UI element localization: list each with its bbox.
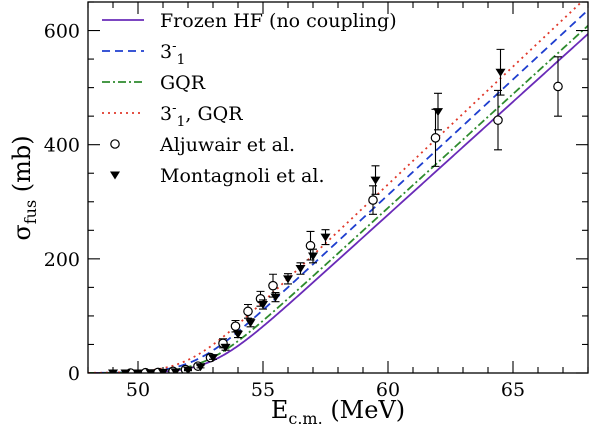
y-tick-label: 400 — [44, 135, 80, 157]
montagnoli-data-point — [245, 319, 256, 328]
montagnoli-data-point — [270, 293, 281, 302]
montagnoli-data-point — [258, 301, 268, 310]
series-line-octupole — [88, 9, 588, 373]
aljuwair-data-point — [430, 133, 441, 143]
legend-label-both: 3-1, GQR — [160, 101, 243, 130]
montagnoli-data-point — [308, 252, 318, 261]
x-tick-label: 50 — [126, 379, 150, 401]
y-axis-label: σfus (mb) — [8, 135, 40, 240]
montagnoli-data-point — [145, 369, 156, 373]
montagnoli-data-point — [170, 368, 181, 373]
x-tick-label: 65 — [501, 379, 525, 401]
y-axis-label-subscript: fus — [21, 200, 40, 224]
aljuwair-data-point — [493, 115, 503, 125]
x-tick-label: 60 — [376, 379, 400, 401]
legend-marker-montagnoli — [110, 171, 120, 180]
y-axis-label-main: σ — [8, 224, 36, 240]
x-axis-label-unit: (MeV) — [323, 396, 405, 424]
montagnoli-data-point — [120, 369, 131, 373]
y-tick-label: 200 — [44, 249, 80, 271]
legend-label-montagnoli: Montagnoli et al. — [160, 165, 325, 187]
legend-label-gqr: GQR — [160, 72, 206, 94]
series-line-both — [88, 2, 583, 373]
y-tick-label: 0 — [68, 363, 80, 385]
x-axis-label: Ec.m. (MeV) — [271, 396, 405, 428]
montagnoli-data-point — [220, 343, 231, 352]
aljuwair-data-point — [243, 306, 253, 317]
aljuwair-data-point — [305, 240, 316, 251]
legend-label-aljuwair: Aljuwair et al. — [159, 134, 295, 156]
x-axis-label-main: E — [271, 396, 289, 424]
legend-marker-aljuwair — [110, 139, 120, 149]
y-axis-label-unit: (mb) — [8, 135, 36, 199]
aljuwair-data-point — [230, 321, 241, 331]
montagnoli-data-point — [320, 233, 331, 242]
aljuwair-data-point — [368, 195, 378, 205]
montagnoli-data-point — [370, 176, 381, 185]
montagnoli-data-point — [195, 363, 206, 372]
montagnoli-data-point — [495, 68, 506, 77]
legend-label-frozen: Frozen HF (no coupling) — [160, 10, 397, 32]
legend-label-octupole: 3-1 — [160, 39, 185, 68]
montagnoli-data-point — [283, 275, 293, 284]
aljuwair-data-point — [553, 81, 563, 92]
x-axis-label-subscript: c.m. — [288, 409, 322, 428]
y-tick-label: 600 — [44, 21, 80, 43]
aljuwair-data-point — [268, 280, 278, 291]
montagnoli-data-point — [208, 354, 218, 363]
montagnoli-data-point — [295, 265, 306, 274]
montagnoli-data-point — [233, 330, 243, 339]
montagnoli-data-point — [433, 108, 443, 117]
x-tick-label: 55 — [251, 379, 275, 401]
